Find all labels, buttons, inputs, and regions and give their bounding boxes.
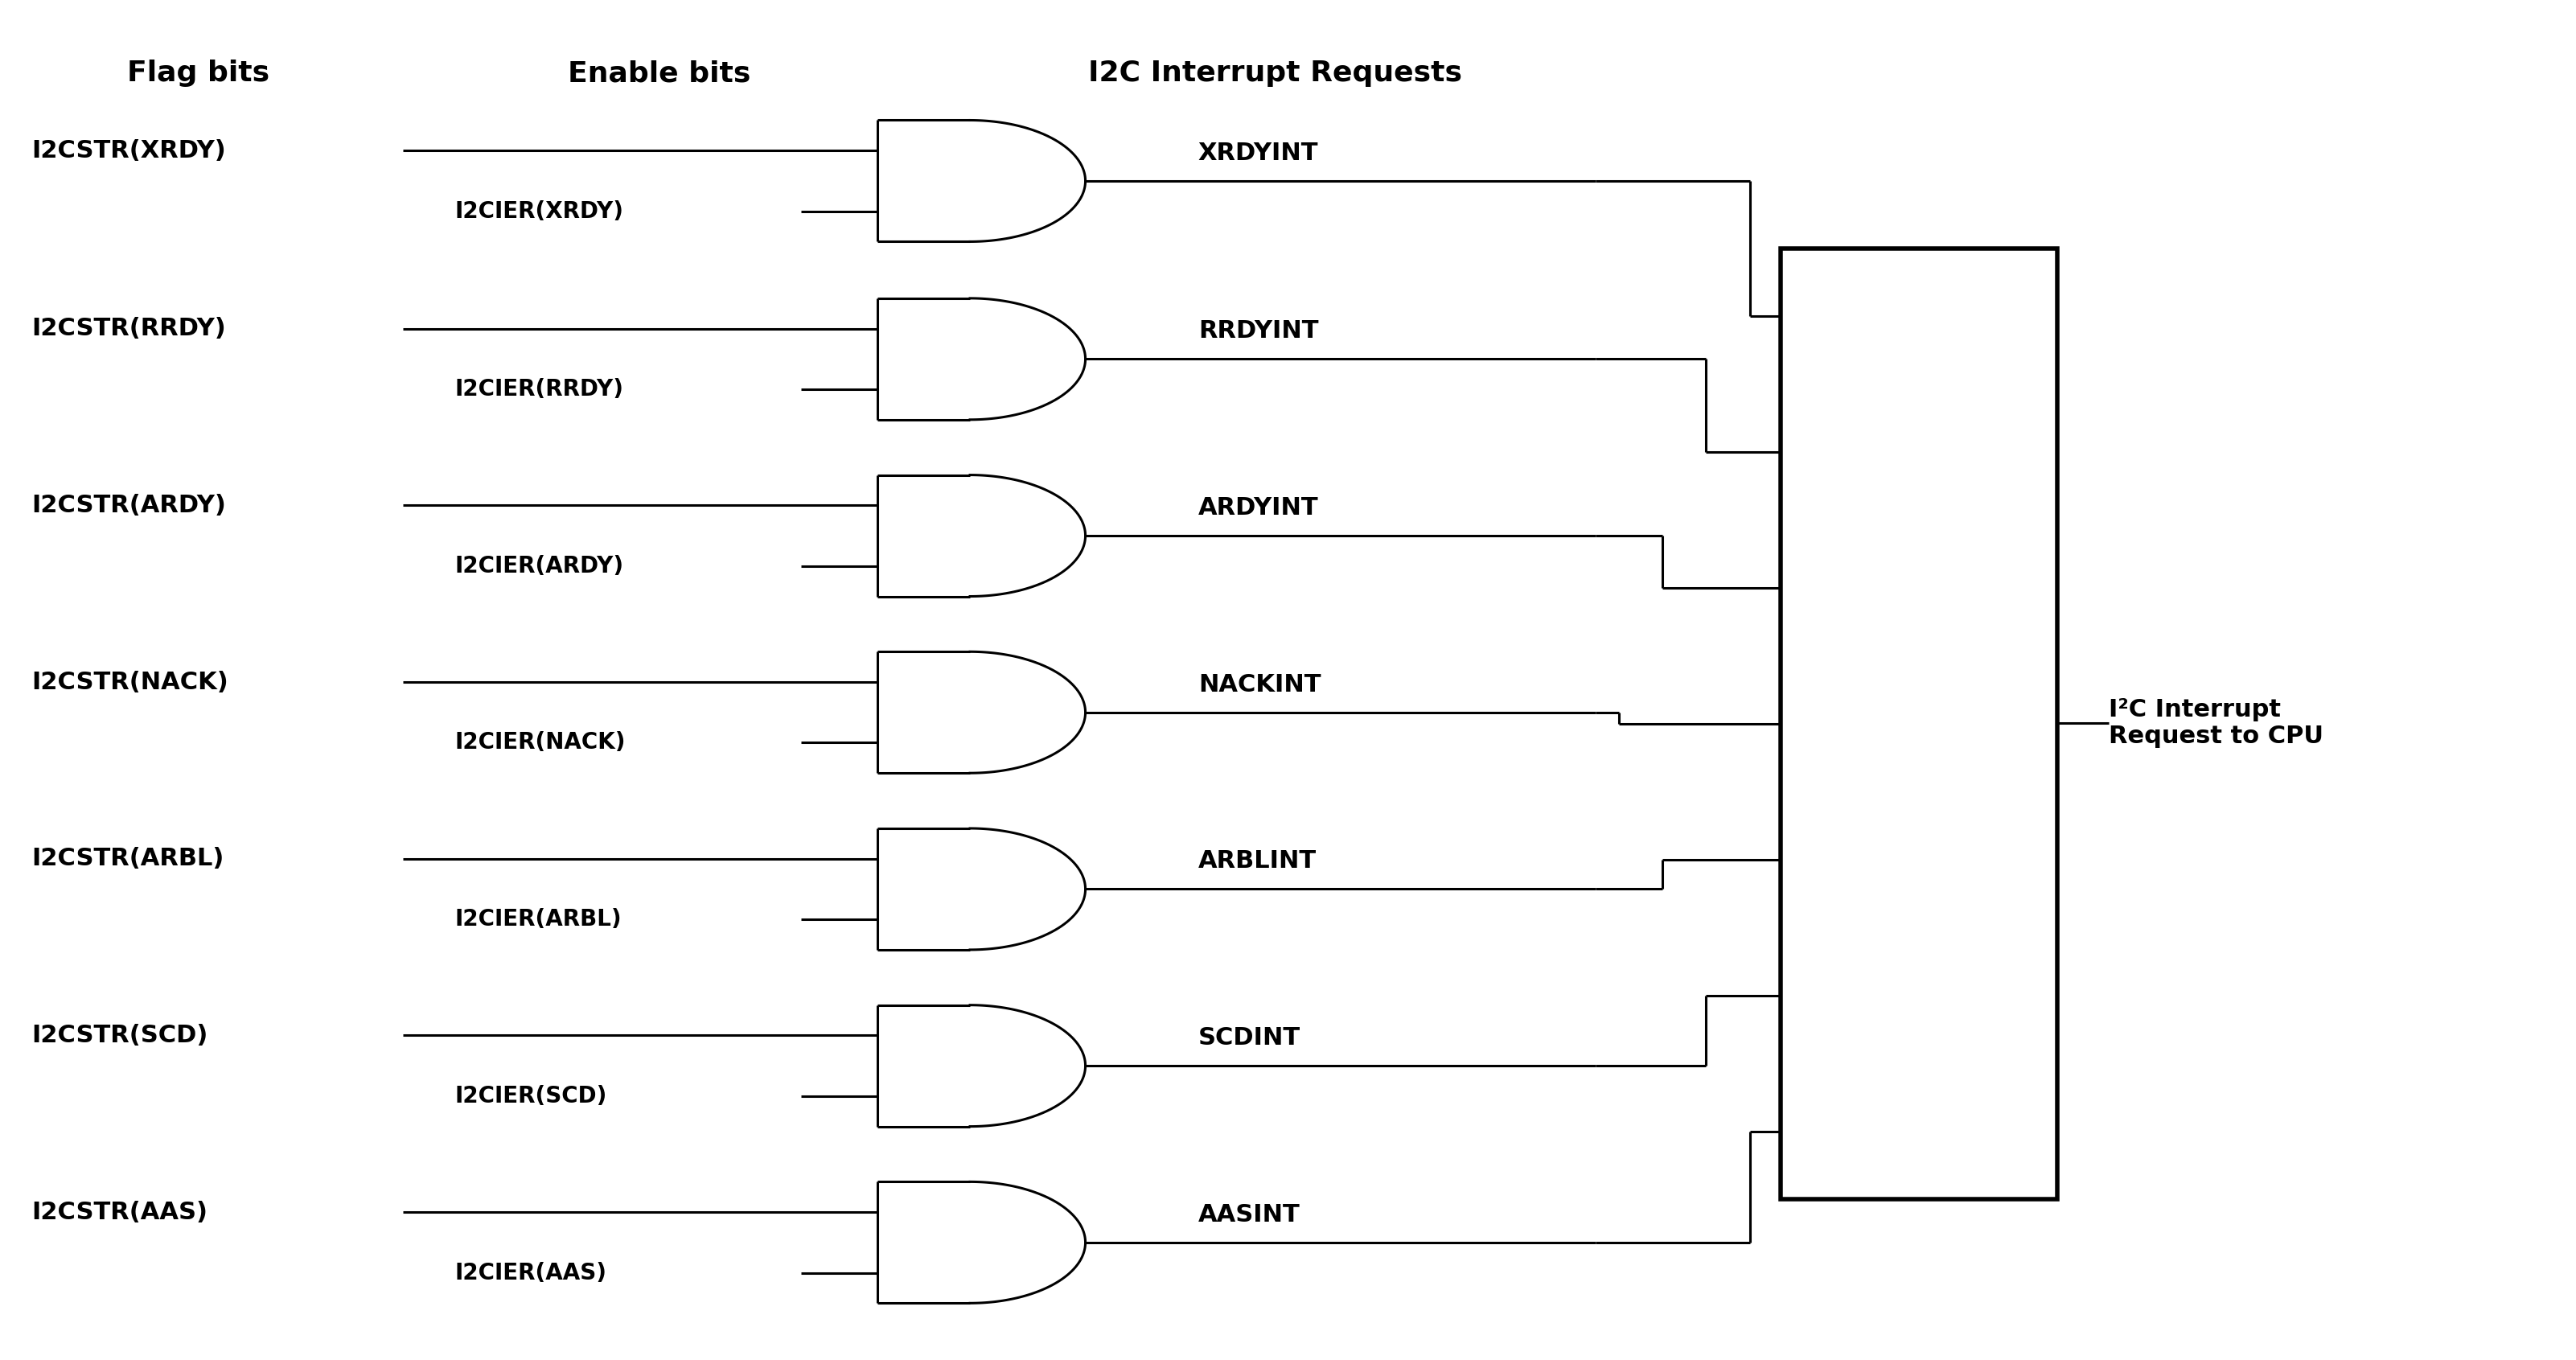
Text: Arbiter: Arbiter	[1865, 710, 1973, 737]
Text: Flag bits: Flag bits	[126, 60, 268, 87]
Text: I2CIER(SCD): I2CIER(SCD)	[453, 1085, 608, 1107]
Text: ARDYINT: ARDYINT	[1198, 496, 1319, 520]
Text: I2CIER(ARDY): I2CIER(ARDY)	[453, 555, 623, 577]
Text: I²C Interrupt
Request to CPU: I²C Interrupt Request to CPU	[2110, 698, 2324, 748]
Text: I2CIER(XRDY): I2CIER(XRDY)	[453, 200, 623, 223]
Text: I2C Interrupt Requests: I2C Interrupt Requests	[1087, 60, 1463, 87]
Text: I2CSTR(XRDY): I2CSTR(XRDY)	[31, 139, 227, 162]
Text: I2CSTR(AAS): I2CSTR(AAS)	[31, 1201, 206, 1224]
Text: RRDYINT: RRDYINT	[1198, 320, 1319, 343]
Text: I2CIER(AAS): I2CIER(AAS)	[453, 1262, 605, 1284]
Text: XRDYINT: XRDYINT	[1198, 141, 1319, 165]
Text: I2CIER(NACK): I2CIER(NACK)	[453, 732, 626, 753]
Bar	[1780, 249, 2058, 1200]
Text: I2CSTR(ARDY): I2CSTR(ARDY)	[31, 494, 227, 517]
Text: I2CSTR(RRDY): I2CSTR(RRDY)	[31, 317, 227, 340]
Text: I2CSTR(ARBL): I2CSTR(ARBL)	[31, 847, 224, 870]
Text: I2CIER(ARBL): I2CIER(ARBL)	[453, 908, 621, 930]
Text: I2CSTR(SCD): I2CSTR(SCD)	[31, 1024, 209, 1047]
Text: NACKINT: NACKINT	[1198, 673, 1321, 696]
Text: I2CSTR(NACK): I2CSTR(NACK)	[31, 670, 229, 694]
Text: SCDINT: SCDINT	[1198, 1027, 1301, 1050]
Text: I2CIER(RRDY): I2CIER(RRDY)	[453, 378, 623, 401]
Text: ARBLINT: ARBLINT	[1198, 850, 1316, 873]
Text: AASINT: AASINT	[1198, 1204, 1301, 1227]
Text: Enable bits: Enable bits	[569, 60, 752, 87]
